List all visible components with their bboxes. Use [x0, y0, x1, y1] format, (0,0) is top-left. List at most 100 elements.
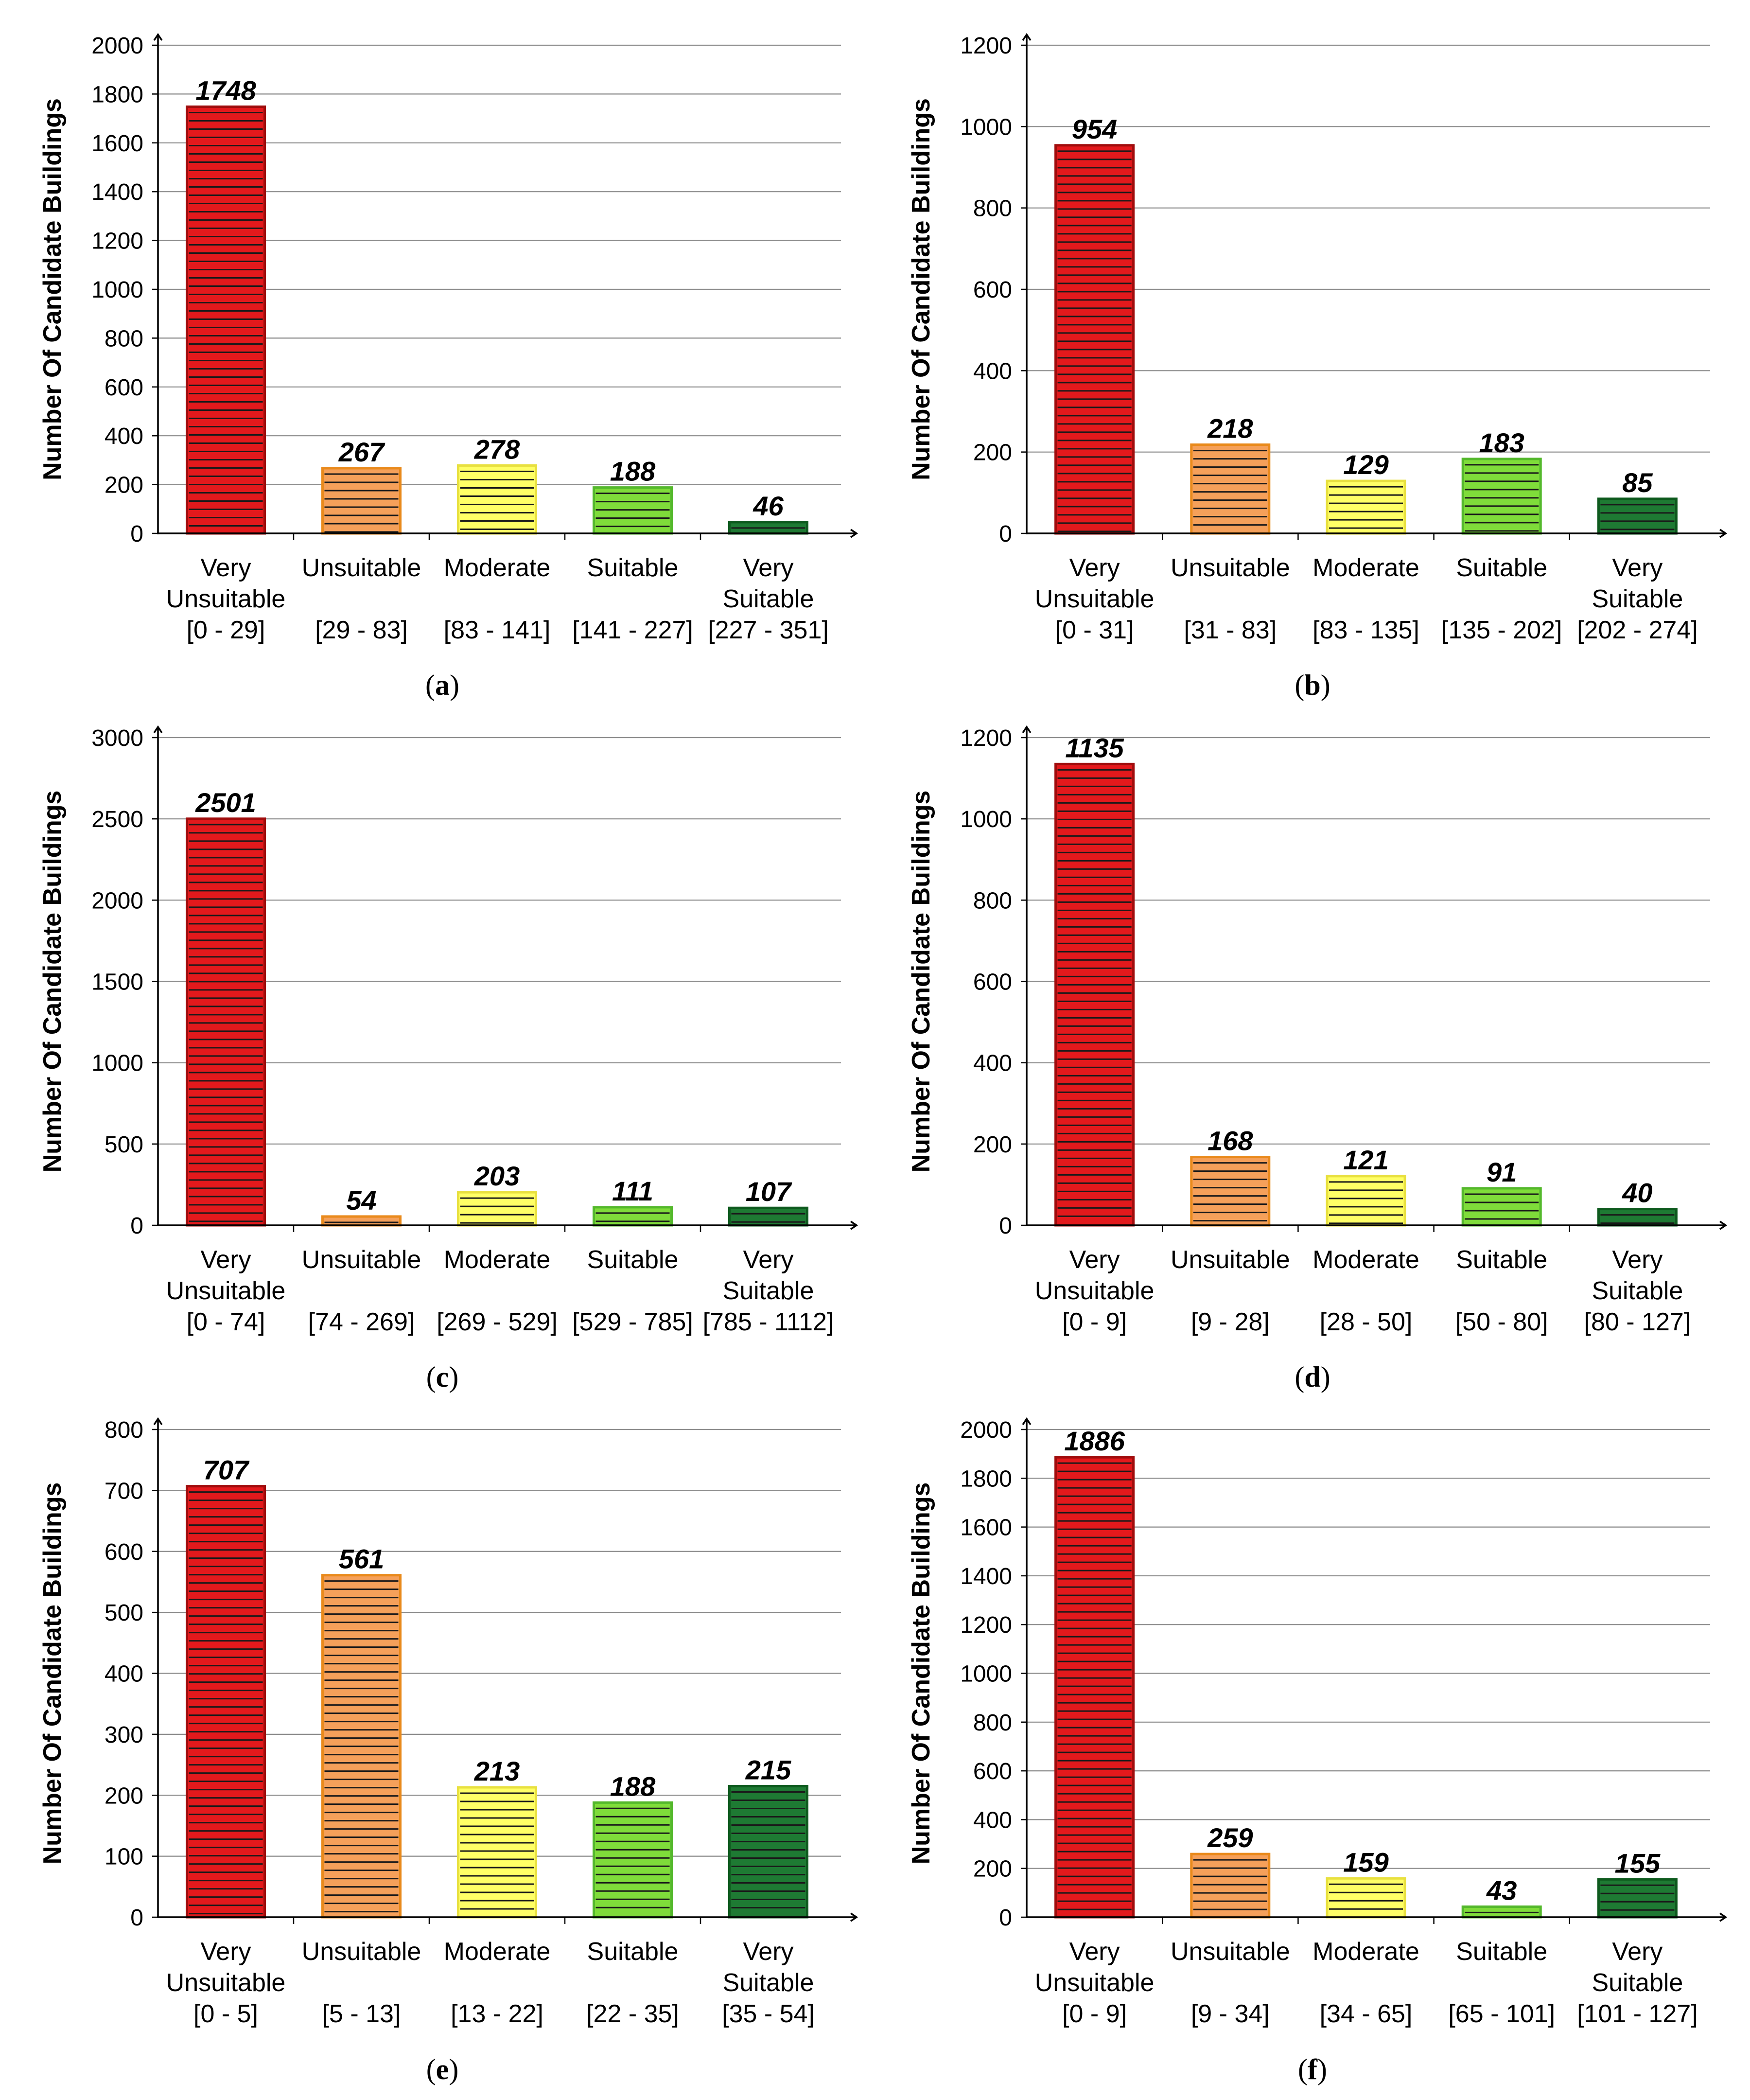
category-name: Suitable [1592, 1969, 1683, 1997]
category-name: Very [1612, 554, 1662, 582]
data-label-very-suitable: 46 [752, 491, 784, 521]
x-tick-label-very-unsuitable: Very Unsuitable [0 - 5] [166, 1938, 286, 2028]
y-tick-label: 400 [973, 1807, 1012, 1833]
y-tick-label: 400 [105, 1661, 143, 1687]
y-tick-label: 2000 [91, 888, 143, 914]
bar-very-unsuitable [1054, 762, 1135, 1227]
category-name: Very [1612, 1246, 1662, 1274]
chart-panel-a: 0 200 400 600 800 1000 1200 1400 1600 1800 2000 174… [38, 33, 858, 644]
y-tick-label: 1000 [91, 1051, 143, 1076]
chart-panel-e: 0 100 200 300 400 500 600 700 800 707 Very Unsuitab… [38, 1417, 858, 2028]
data-label-suitable: 188 [610, 456, 656, 487]
y-tick-label: 1200 [960, 1612, 1012, 1638]
category-name: Unsuitable [302, 1938, 421, 1966]
bar-fill [457, 1786, 537, 1919]
x-tick-label-very-unsuitable: Very Unsuitable [0 - 74] [166, 1246, 286, 1336]
category-name: Very [1069, 1246, 1120, 1274]
category-name: Suitable [1592, 1277, 1683, 1305]
data-label-suitable: 183 [1479, 427, 1524, 458]
y-tick-label: 2500 [91, 807, 143, 832]
data-label-very-suitable: 40 [1622, 1178, 1652, 1208]
category-name: Very [743, 1246, 793, 1274]
bar-fill [1461, 458, 1542, 535]
y-tick-label: 1000 [960, 114, 1012, 140]
data-label-unsuitable: 259 [1207, 1822, 1253, 1853]
bar-fill [186, 1485, 266, 1919]
y-tick-label: 0 [130, 1905, 143, 1931]
x-tick-label-suitable: Suitable [65 - 101] [1448, 1938, 1555, 2028]
data-label-very-unsuitable: 2501 [195, 787, 256, 818]
x-tick-label-unsuitable: Unsuitable [31 - 83] [1171, 554, 1290, 644]
category-name: Suitable [1456, 1246, 1547, 1274]
bar-very-unsuitable [186, 1485, 266, 1919]
data-label-very-suitable: 155 [1615, 1848, 1661, 1878]
bar-very-unsuitable [1054, 144, 1135, 535]
y-tick-label: 2000 [960, 1417, 1012, 1443]
x-tick-label-very-unsuitable: Very Unsuitable [0 - 31] [1035, 554, 1155, 644]
y-tick-label: 600 [973, 277, 1012, 303]
category-range: [9 - 34] [1191, 2000, 1270, 2028]
bar-fill [321, 467, 402, 535]
category-range: [35 - 54] [722, 2000, 815, 2028]
data-label-moderate: 129 [1343, 449, 1388, 480]
bar-suitable [593, 1206, 673, 1227]
y-tick-label: 1000 [960, 807, 1012, 832]
y-tick-label: 2000 [91, 33, 143, 59]
category-name: Moderate [444, 554, 551, 582]
bar-fill [321, 1215, 402, 1227]
bar-unsuitable [1190, 443, 1271, 535]
data-label-suitable: 91 [1487, 1157, 1517, 1187]
y-tick-label: 700 [105, 1478, 143, 1504]
bar-suitable [593, 1801, 673, 1919]
bar-fill [1326, 1175, 1406, 1227]
chart-panel-d: 0 200 400 600 800 1000 1200 1135 Very Unsuitable [… [907, 725, 1728, 1336]
bar-very-suitable [728, 521, 808, 535]
y-tick-label: 1600 [960, 1515, 1012, 1541]
bar-unsuitable [321, 1574, 402, 1919]
category-name: Unsuitable [1035, 1277, 1155, 1305]
y-tick-label: 1800 [91, 82, 143, 107]
panel-label-a: (a) [425, 669, 459, 701]
data-label-very-unsuitable: 1886 [1064, 1426, 1125, 1456]
bar-moderate [1326, 1175, 1406, 1227]
category-name: Moderate [444, 1938, 551, 1966]
x-tick-label-unsuitable: Unsuitable [9 - 28] [1171, 1246, 1290, 1336]
category-range: [269 - 529] [437, 1308, 558, 1336]
x-tick-label-moderate: Moderate [13 - 22] [444, 1938, 551, 2028]
data-label-very-suitable: 215 [745, 1754, 791, 1785]
data-label-unsuitable: 267 [338, 437, 385, 467]
y-tick-label: 3000 [91, 725, 143, 751]
panel-label-e: (e) [426, 2053, 459, 2085]
category-range: [202 - 274] [1577, 616, 1698, 644]
category-range: [0 - 74] [187, 1308, 265, 1336]
y-tick-label: 0 [130, 1213, 143, 1239]
category-name: Very [1612, 1938, 1662, 1966]
y-tick-label: 400 [973, 1051, 1012, 1076]
x-tick-label-moderate: Moderate [83 - 135] [1312, 554, 1419, 644]
category-name: Suitable [1592, 585, 1683, 613]
y-tick-label: 200 [973, 1856, 1012, 1882]
x-tick-label-unsuitable: Unsuitable [5 - 13] [302, 1938, 421, 2028]
x-tick-label-moderate: Moderate [34 - 65] [1312, 1938, 1419, 2028]
chart-panel-b: 0 200 400 600 800 1000 1200 954 Very Unsuitable [0… [907, 33, 1728, 644]
y-axis-title: Number Of Candidate Buildings [38, 1482, 67, 1865]
bar-moderate [457, 1786, 537, 1919]
y-tick-label: 0 [130, 521, 143, 547]
category-range: [9 - 28] [1191, 1308, 1270, 1336]
category-name: Suitable [587, 1938, 679, 1966]
data-label-moderate: 278 [474, 434, 520, 464]
x-tick-label-unsuitable: Unsuitable [29 - 83] [302, 554, 421, 644]
category-range: [74 - 269] [308, 1308, 415, 1336]
bar-moderate [457, 1191, 537, 1227]
category-name: Very [200, 1246, 251, 1274]
bar-fill [457, 1191, 537, 1227]
y-tick-label: 1400 [91, 179, 143, 205]
category-name: Unsuitable [1035, 1969, 1155, 1997]
y-tick-label: 600 [973, 1759, 1012, 1784]
y-axis-title: Number Of Candidate Buildings [907, 791, 935, 1173]
bar-moderate [1326, 1877, 1406, 1919]
category-name: Moderate [1312, 1246, 1419, 1274]
category-range: [101 - 127] [1577, 2000, 1698, 2028]
category-name: Suitable [587, 554, 679, 582]
